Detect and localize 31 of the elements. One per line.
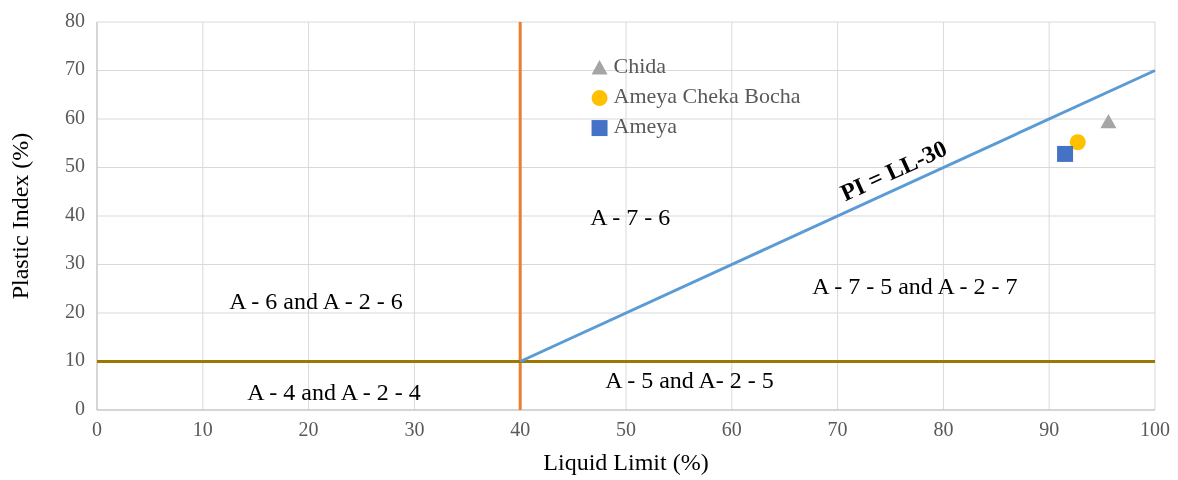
x-tick-label: 70 — [827, 418, 848, 440]
annotation: A - 6 and A - 2 - 6 — [229, 287, 403, 314]
y-tick-label: 40 — [65, 202, 85, 225]
x-tick-label: 0 — [92, 418, 102, 440]
annotation: A - 5 and A- 2 - 5 — [605, 367, 774, 394]
annotation: A - 7 - 5 and A - 2 - 7 — [812, 273, 1018, 300]
x-tick-label: 40 — [510, 418, 531, 440]
y-tick-label: 70 — [65, 57, 85, 80]
x-tick-label: 30 — [404, 418, 425, 440]
x-tick-label: 80 — [933, 418, 954, 440]
y-tick-label: 10 — [65, 348, 85, 371]
text: PI = LL-30 — [836, 135, 951, 207]
x-tick-label: 90 — [1039, 418, 1060, 440]
x-tick-label: 20 — [298, 418, 319, 440]
x-axis-title: Liquid Limit (%) — [543, 449, 709, 475]
annotation: A - 4 and A - 2 - 4 — [247, 378, 421, 405]
y-tick-label: 50 — [65, 154, 85, 177]
annotation: A - 7 - 6 — [590, 204, 671, 231]
legend-label: Ameya — [613, 113, 678, 139]
y-tick-label: 0 — [75, 396, 85, 419]
x-tick-label: 60 — [721, 418, 742, 440]
x-tick-label: 50 — [616, 418, 636, 440]
y-tick-label: 80 — [65, 8, 85, 31]
y-tick-label: 20 — [65, 299, 85, 322]
legend-label: Ameya Cheka Bocha — [613, 83, 801, 109]
x-tick-label: 100 — [1140, 418, 1170, 440]
y-tick-label: 60 — [65, 105, 85, 128]
y-tick-label: 30 — [65, 251, 85, 274]
x-tick-label: 10 — [192, 418, 213, 440]
y-axis-title: Plastic Index (%) — [7, 132, 33, 300]
legend-label: Chida — [613, 53, 667, 79]
